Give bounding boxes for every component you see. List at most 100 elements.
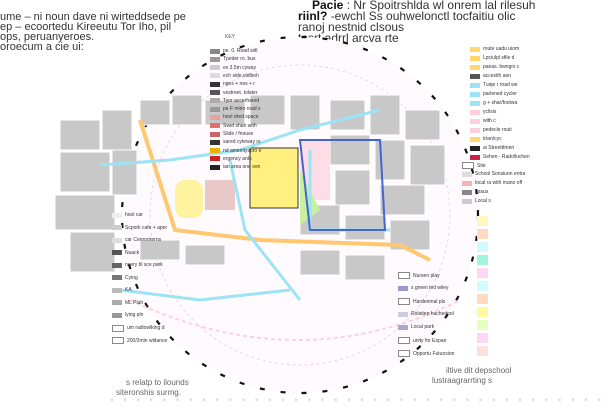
legend-label: Cying [125,274,138,281]
legend-item: hool car [112,212,143,218]
legend-item: nges + nes + r [210,81,255,87]
legend-label: with c [483,118,496,124]
legend-item: ML Plah [112,300,143,306]
legend-label: paeas. bwngrs c [483,64,520,70]
legend-label: ai Streetttmen [483,145,515,151]
legend-item: Tyor accerhared [210,98,259,104]
legend-item: ergency ants [210,156,252,162]
legend-label: Local s [475,198,491,204]
legend-swatch [112,262,122,268]
legend-swatch [210,106,220,112]
legend-item: parlened cycler [470,91,517,97]
legend-swatch [112,212,122,218]
legend-swatch [470,127,480,133]
main-road [138,119,431,262]
legend-label: Nuack [125,249,140,256]
intro-line: ume – ni noun dave ni wirteddsede pe [0,11,186,23]
color-swatch [477,307,488,317]
legend-label: parlened cycler [483,91,517,97]
legend-label: Sehen - Radolluchen [483,154,530,160]
legend-swatch [470,55,480,61]
legend-label: pe F mino road s [223,106,261,113]
legend-item: Tpeder ro. bus [210,56,256,62]
legend-item: um radiowlking d [112,324,165,332]
legend-label: School Sonsiuon entra [475,171,526,177]
legend-label: route uadu uiom [483,46,520,52]
intro-heading: Pacie [312,0,344,12]
legend-swatch [112,237,122,243]
legend-swatch [210,131,220,137]
legend-item: hool dred space [210,114,259,120]
legend-swatch [112,225,122,230]
legend-swatch [462,171,472,177]
grid-marks: × × × × × × × × × × × × × × × × × × × × … [110,398,605,404]
legend-swatch [210,98,220,104]
legend-label: trian/cyc [483,136,502,142]
legend-item: 200/2min wldance [112,337,167,344]
bus-route [298,139,387,231]
legend-swatch [470,64,480,70]
legend-swatch [112,287,122,293]
legend-swatch [112,275,122,280]
intro-line: ep – ecoortedu Kireeutu Tor Iho, pil [0,21,172,33]
legend-swatch [210,114,220,120]
legend-item: Cying [112,275,138,281]
legend-item: unity for Expan [398,337,446,344]
legend-item: nsery bl sce park [112,262,163,268]
legend-item: with c [470,118,496,124]
legend-swatch [210,73,220,79]
legend-item: ex 3.5m cyway [210,65,256,71]
legend-item: Nursen play [398,272,440,279]
legend-item: Nuack [112,250,139,256]
legend-swatch [210,123,220,129]
legend-swatch [398,337,410,344]
legend-swatch [398,298,410,305]
legend-swatch [470,91,480,97]
legend-label: Tuiqe r road we [483,82,518,88]
legend-item: sared cyteway rs [210,139,261,145]
legend-swatch [470,136,480,142]
legend-swatch [470,109,480,115]
color-swatch [477,333,488,343]
intro-heading: riinl? [298,9,328,23]
caption-right-1: iltive dit depschool [446,366,512,375]
inner-radius-circle [149,64,451,366]
legend-label: um radiowlking d [127,325,165,331]
legend-item: Sehen - Radolluchen [470,154,530,160]
legend-swatch [398,311,408,317]
legend-item: pe. 0. Road witl [210,48,257,54]
legend-label: Nursen play [413,272,440,279]
legend-label: ech side,clelboh [223,72,259,79]
legend-swatch [462,198,472,204]
legend-swatch [398,350,410,357]
legend-swatch [210,148,220,154]
legend-label: pedecle routi [483,127,512,133]
legend-item: School Sonsiuon entra [462,171,525,177]
legend-label: nsery bl sce park [125,262,163,268]
legend-item: Local s [462,198,491,204]
legend-label: local ra with mano off [475,180,523,186]
intro-line: ranoj nestnid clsous [298,20,405,34]
legend-item: Lpciulpl sfile d [470,55,514,61]
legend-label: car Cenrorrierns [125,237,162,243]
legend-label: Tpeder ro. bus [223,56,256,63]
legend-label: vestreet. tolater [223,89,258,96]
legend-swatch [462,162,474,169]
legend-item: g + shar/footwa [470,100,517,106]
intro-left: ume – ni noun dave ni wirteddsede pe ep … [0,11,186,53]
legend-label: Hardenmal pls [413,298,446,305]
legend-item: Site [462,162,486,169]
legend-label: Rolatiep hachedool [411,311,454,317]
legend-swatch [398,324,408,330]
caption-left-1: s relatp to ilounds [126,378,189,387]
legend-swatch [470,118,480,124]
color-swatch [477,242,488,252]
legend-label: nges + nes + r [223,81,255,88]
pedestrian-route [129,299,461,341]
legend-item: Opportu Futunsion [398,350,454,357]
legend-label: Opportu Futunsion [413,350,455,357]
legend-swatch [112,337,124,344]
legend-item: pedecle routi [470,127,512,133]
caption-right-2: lustraagrarrting s [432,376,493,385]
legend-item: local ra with mano off [462,180,522,186]
